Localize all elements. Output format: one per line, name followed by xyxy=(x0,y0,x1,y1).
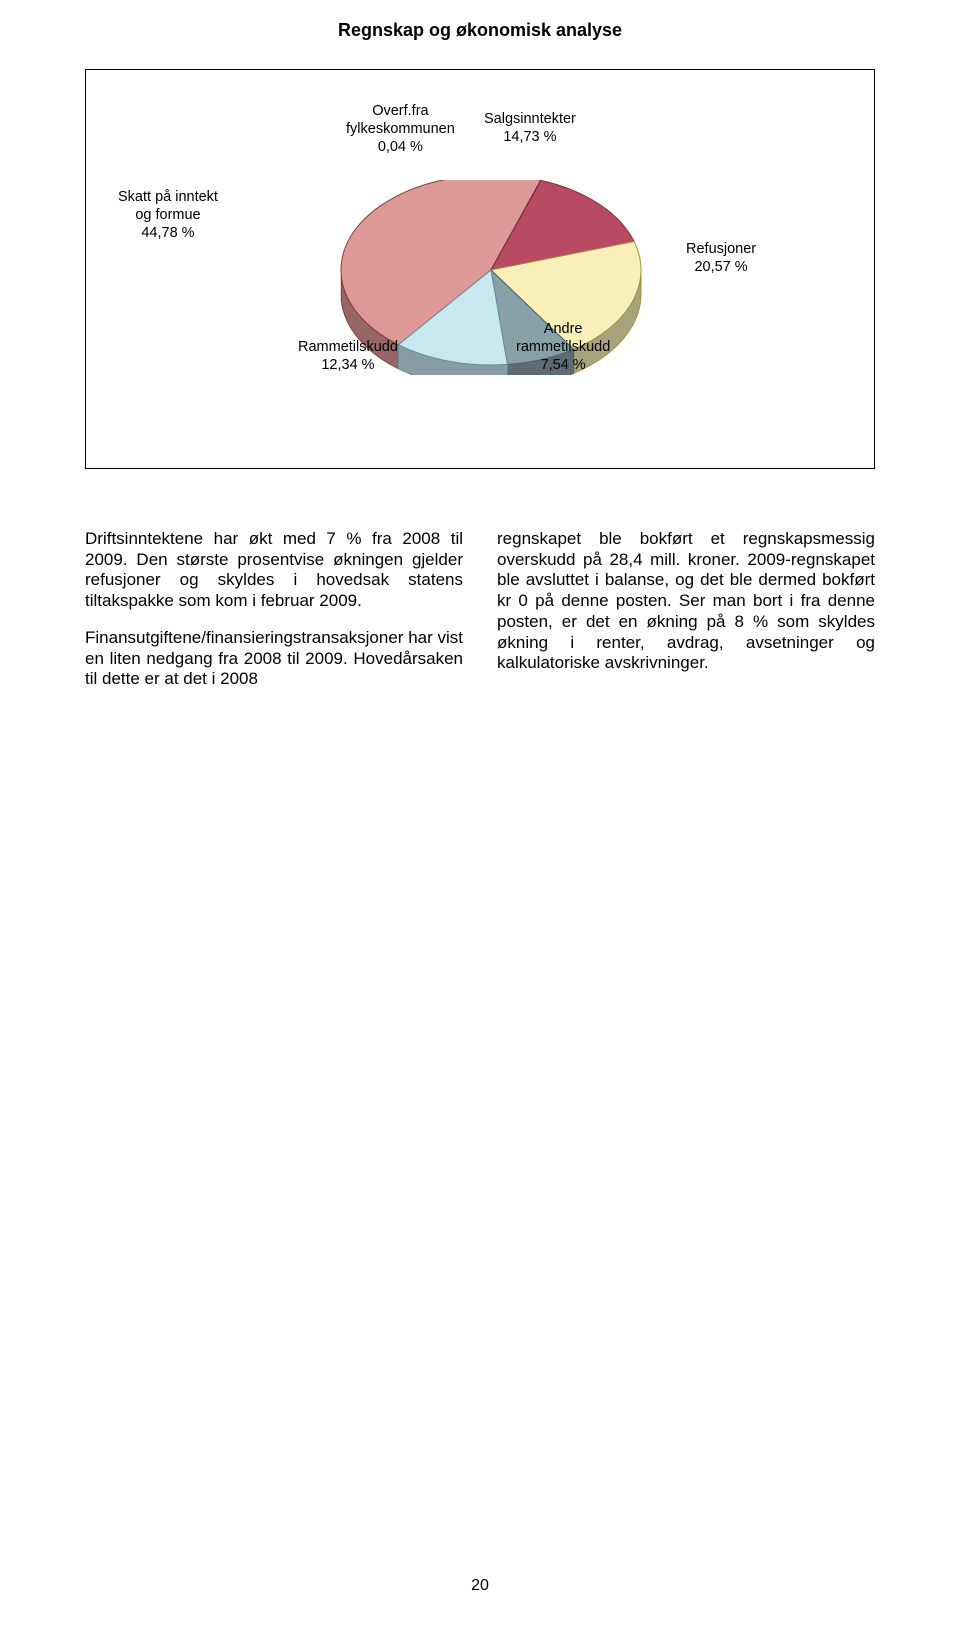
pie-label-line: 14,73 % xyxy=(484,128,576,146)
pie-label-line: Rammetilskudd xyxy=(298,338,398,356)
paragraph: Driftsinntektene har økt med 7 % fra 200… xyxy=(85,529,463,612)
pie-slice-label: Andrerammetilskudd7,54 % xyxy=(516,320,610,374)
pie-slice-label: Salgsinntekter14,73 % xyxy=(484,110,576,146)
pie-label-line: Overf.fra xyxy=(346,102,455,120)
income-pie-chart: Skatt på inntektog formue44,78 % Overf.fr… xyxy=(85,69,875,469)
pie-label-line: 0,04 % xyxy=(346,138,455,156)
pie-label-line: Skatt på inntekt xyxy=(118,188,218,206)
pie-slice-label: Refusjoner20,57 % xyxy=(686,240,756,276)
pie-slice-label: Skatt på inntektog formue44,78 % xyxy=(118,188,218,242)
pie-label-line: 12,34 % xyxy=(298,356,398,374)
pie-label-line: rammetilskudd xyxy=(516,338,610,356)
pie-label-line: Refusjoner xyxy=(686,240,756,258)
pie-label-line: Andre xyxy=(516,320,610,338)
paragraph: regnskapet ble bokført et regnskapsmes­s… xyxy=(497,529,875,674)
pie-label-line: Salgsinntekter xyxy=(484,110,576,128)
paragraph: Finansutgiftene/finansieringstransaksjon… xyxy=(85,628,463,690)
page-title: Regnskap og økonomisk analyse xyxy=(85,20,875,41)
page-number: 20 xyxy=(0,1577,960,1595)
pie-slice-label: Rammetilskudd12,34 % xyxy=(298,338,398,374)
pie-label-line: 20,57 % xyxy=(686,258,756,276)
pie-slice-label: Overf.frafylkeskommunen0,04 % xyxy=(346,102,455,156)
body-columns: Driftsinntektene har økt med 7 % fra 200… xyxy=(85,529,875,706)
body-column-right: regnskapet ble bokført et regnskapsmes­s… xyxy=(497,529,875,706)
body-column-left: Driftsinntektene har økt med 7 % fra 200… xyxy=(85,529,463,706)
pie-label-line: og formue xyxy=(118,206,218,224)
pie-label-line: 44,78 % xyxy=(118,224,218,242)
pie-label-line: fylkeskommunen xyxy=(346,120,455,138)
pie-label-line: 7,54 % xyxy=(516,356,610,374)
